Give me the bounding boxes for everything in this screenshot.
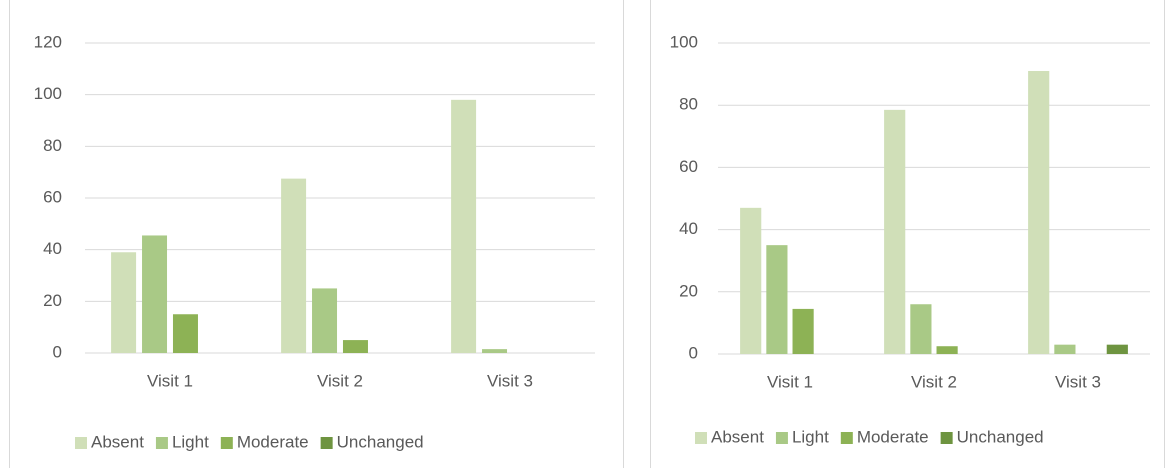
legend-label: Light [172, 432, 209, 451]
bar [142, 235, 168, 353]
bar [451, 99, 477, 353]
legend-swatch [840, 432, 853, 444]
legend-label: Absent [711, 427, 764, 446]
legend-swatch [75, 437, 87, 449]
x-tick-label: Visit 2 [317, 371, 363, 390]
x-tick-label: Visit 1 [147, 371, 193, 390]
bar [172, 314, 198, 353]
y-tick-label: 100 [670, 32, 698, 51]
bar [936, 346, 958, 354]
bar [740, 207, 762, 354]
y-tick-label: 80 [679, 95, 698, 114]
x-tick-label: Visit 1 [767, 372, 813, 391]
legend-swatch [155, 437, 168, 449]
legend-label: Light [792, 427, 829, 446]
legend-label: Unchanged [337, 432, 424, 451]
bar [792, 308, 814, 354]
y-tick-label: 120 [34, 32, 62, 51]
bar [1054, 344, 1076, 354]
legend-swatch [695, 432, 707, 444]
bar [342, 340, 368, 353]
legend-swatch [940, 432, 953, 444]
y-tick-label: 80 [43, 136, 62, 155]
y-tick-label: 60 [679, 157, 698, 176]
y-tick-label: 0 [689, 343, 698, 362]
y-tick-label: 40 [43, 239, 62, 258]
bar [766, 245, 788, 354]
legend-label: Moderate [857, 427, 929, 446]
x-tick-label: Visit 3 [1055, 372, 1101, 391]
bar [884, 109, 906, 355]
legend-label: Unchanged [957, 427, 1044, 446]
y-tick-label: 100 [34, 84, 62, 103]
y-tick-label: 20 [43, 291, 62, 310]
legend-label: Absent [91, 432, 144, 451]
bar [1028, 70, 1050, 355]
legend-swatch [775, 432, 788, 444]
chart-frame [9, 0, 624, 468]
x-tick-label: Visit 3 [487, 371, 533, 390]
y-tick-label: 60 [43, 187, 62, 206]
chart-frame [650, 0, 1165, 468]
y-tick-label: 40 [679, 219, 698, 238]
x-tick-label: Visit 2 [911, 372, 957, 391]
bar [910, 304, 932, 354]
legend-swatch [220, 437, 233, 449]
y-tick-label: 0 [53, 342, 62, 361]
bar [312, 288, 338, 353]
legend-swatch [320, 437, 333, 449]
bar [482, 349, 508, 353]
y-tick-label: 20 [679, 281, 698, 300]
bar [111, 252, 137, 353]
bar [1106, 344, 1128, 354]
bar [281, 178, 307, 353]
legend-label: Moderate [237, 432, 309, 451]
